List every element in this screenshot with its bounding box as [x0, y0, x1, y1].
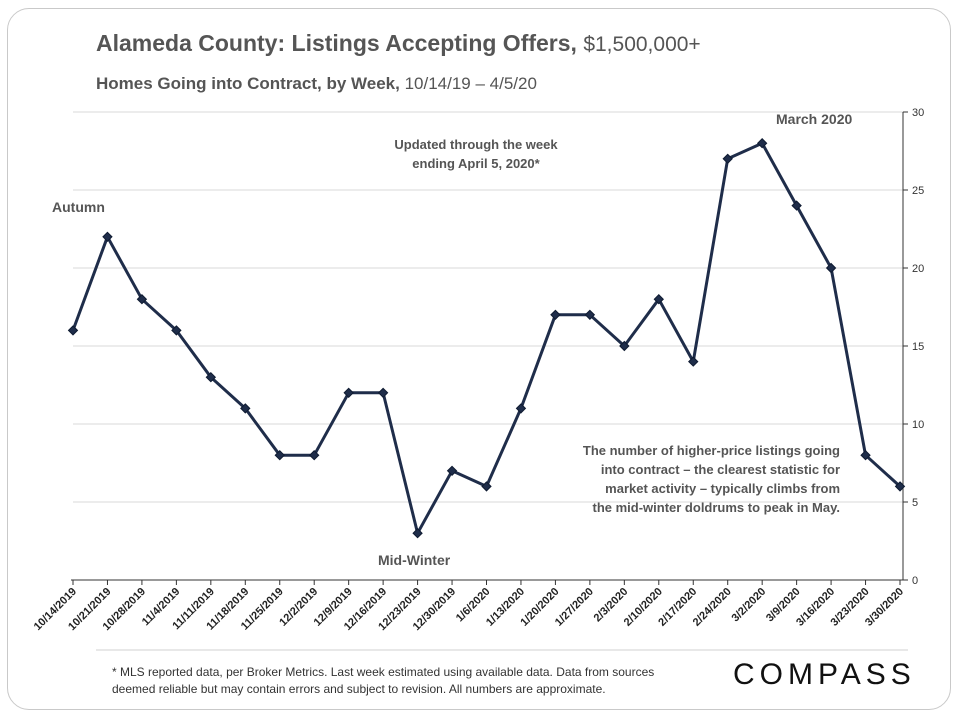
chart-title-amount: $1,500,000+ — [583, 33, 701, 56]
data-point — [653, 293, 664, 305]
y-tick-label: 5 — [912, 497, 918, 509]
y-tick-label: 10 — [912, 419, 924, 431]
explanation-note-line4: the mid-winter doldrums to peak in May. — [592, 500, 840, 515]
data-point — [791, 200, 802, 211]
y-tick-label: 25 — [912, 185, 924, 197]
chart-subtitle: Homes Going into Contract, by Week, 10/1… — [96, 74, 537, 94]
data-point — [894, 481, 906, 492]
data-point — [102, 231, 113, 243]
chart-title: Alameda County: Listings Accepting Offer… — [96, 30, 701, 57]
data-point — [67, 325, 79, 336]
chart-subtitle-range: 10/14/19 – 4/5/20 — [404, 74, 537, 93]
march-label: March 2020 — [776, 111, 852, 127]
y-tick-label: 30 — [912, 107, 924, 119]
x-axis: 10/14/201910/21/201910/28/201911/4/20191… — [32, 579, 906, 633]
data-point — [515, 403, 527, 414]
y-tick-label: 0 — [912, 575, 918, 587]
data-point — [205, 371, 217, 383]
chart-subtitle-text: Homes Going into Contract, by Week, — [96, 74, 400, 93]
chart-annotations: Updated through the week ending April 5,… — [52, 111, 852, 568]
updated-note-line2: ending April 5, 2020* — [412, 156, 540, 171]
autumn-label: Autumn — [52, 199, 105, 215]
data-point — [136, 293, 148, 305]
y-tick-label: 15 — [912, 341, 924, 353]
series-line — [67, 137, 906, 539]
footnote-line2: deemed reliable but may contain errors a… — [112, 682, 606, 696]
data-point — [481, 481, 492, 492]
explanation-note-line1: The number of higher-price listings goin… — [583, 443, 840, 458]
footnote: * MLS reported data, per Broker Metrics.… — [112, 664, 712, 698]
data-point — [619, 340, 630, 352]
midwinter-label: Mid-Winter — [378, 552, 451, 568]
data-point — [309, 449, 320, 461]
chart-frame — [7, 8, 951, 710]
data-point — [756, 137, 768, 149]
data-point — [343, 387, 354, 399]
data-point — [412, 527, 423, 539]
data-point — [377, 387, 389, 399]
data-point — [688, 356, 699, 367]
data-point — [171, 325, 182, 336]
data-point — [584, 309, 596, 321]
y-axis: 0 5 10 15 20 25 30 — [902, 107, 924, 587]
updated-note-line1: Updated through the week — [394, 137, 558, 152]
data-point — [240, 403, 251, 414]
data-point — [274, 449, 285, 461]
data-point — [860, 449, 871, 461]
explanation-note-line2: into contract – the clearest statistic f… — [601, 462, 840, 477]
chart-title-text: Alameda County: Listings Accepting Offer… — [96, 30, 577, 56]
y-tick-label: 20 — [912, 263, 924, 275]
data-point — [722, 153, 733, 165]
explanation-note-line3: market activity – typically climbs from — [605, 481, 840, 496]
x-tick-label: 3/2/2020 — [730, 586, 769, 625]
compass-logo: COMPASS — [733, 658, 916, 691]
data-point — [446, 465, 458, 477]
data-point — [825, 262, 837, 274]
gridlines — [73, 111, 903, 503]
data-point — [550, 309, 561, 321]
footnote-line1: * MLS reported data, per Broker Metrics.… — [112, 665, 655, 679]
